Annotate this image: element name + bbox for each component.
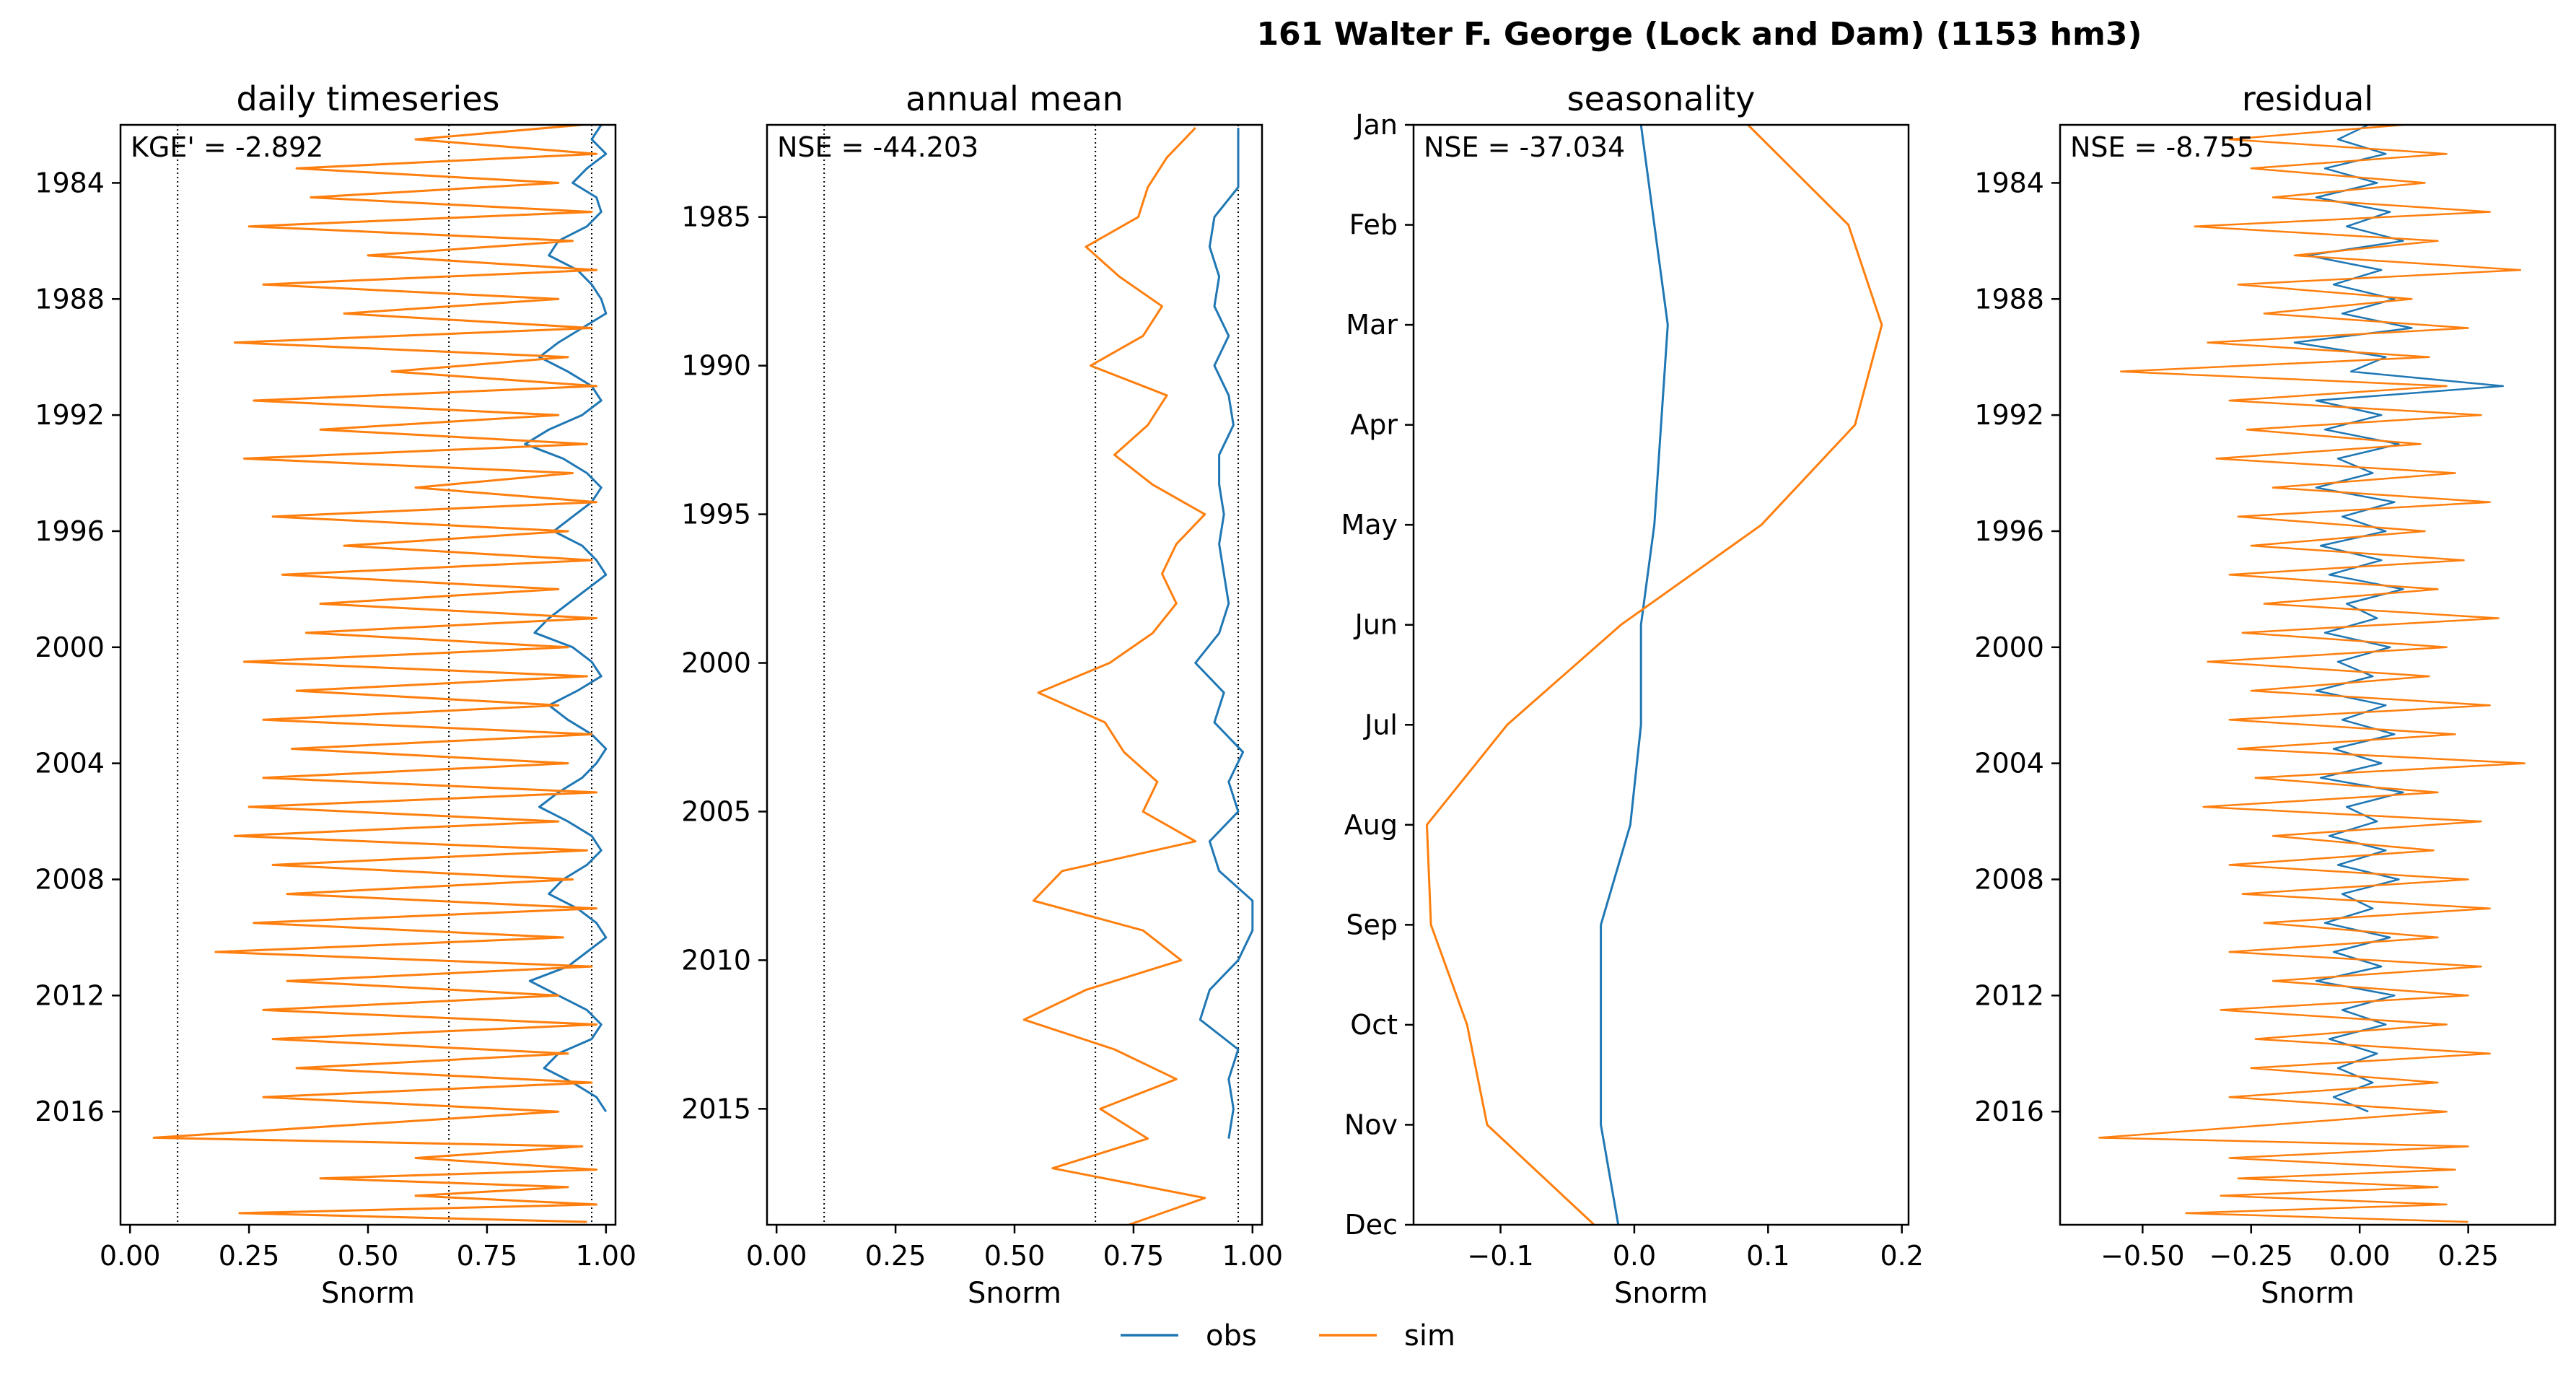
y-tick-label: 2000 (681, 647, 751, 679)
x-tick-label: 0.50 (338, 1240, 399, 1272)
x-tick-label: −0.50 (2100, 1240, 2184, 1272)
y-tick-label: Jul (1363, 709, 1398, 740)
x-axis-label: Snorm (968, 1277, 1061, 1310)
legend-label: obs (1206, 1319, 1257, 1353)
panel-title: daily timeseries (237, 79, 500, 118)
x-tick-label: 0.0 (1613, 1240, 1656, 1272)
y-tick-label: 1984 (35, 167, 105, 198)
series-line-obs (524, 125, 608, 1113)
y-tick-label: 1995 (681, 499, 751, 530)
y-tick-label: 2016 (1974, 1096, 2044, 1127)
series-line-sim (2098, 125, 2526, 1223)
y-tick-label: May (1341, 509, 1398, 541)
y-tick-label: 2012 (35, 979, 105, 1011)
series-line-obs (1194, 128, 1254, 1139)
panel-title: seasonality (1567, 79, 1756, 118)
series-line-sim (152, 125, 598, 1223)
series-line-sim (1022, 127, 1206, 1225)
y-tick-label: 1988 (1974, 283, 2044, 315)
y-tick-label: 2000 (35, 632, 105, 663)
y-tick-label: 2004 (35, 748, 105, 779)
metric-label: KGE' = -2.892 (131, 131, 323, 163)
y-tick-label: 1984 (1974, 167, 2044, 198)
y-tick-label: 2000 (1974, 632, 2044, 663)
x-tick-label: 0.1 (1746, 1240, 1789, 1272)
x-tick-label: 0.00 (2329, 1240, 2391, 1272)
y-tick-label: 1990 (681, 350, 751, 382)
x-axis-label: Snorm (321, 1277, 415, 1310)
legend: obs sim (1121, 1319, 1455, 1353)
legend-entry-obs: obs (1121, 1319, 1257, 1353)
x-tick-label: 0.00 (746, 1240, 807, 1272)
legend-label: sim (1404, 1319, 1455, 1353)
x-tick-label: 0.25 (2437, 1240, 2499, 1272)
y-tick-label: Apr (1350, 409, 1398, 441)
x-tick-label: 0.25 (219, 1240, 280, 1272)
x-tick-label: 0.50 (984, 1240, 1046, 1272)
y-tick-label: Sep (1346, 909, 1398, 940)
x-tick-label: 0.75 (1103, 1240, 1165, 1272)
axes-frame (1412, 123, 1910, 1226)
y-tick-label: Dec (1344, 1209, 1398, 1241)
y-tick-label: Jun (1354, 609, 1398, 641)
y-tick-label: 2010 (681, 944, 751, 976)
y-tick-label: Feb (1349, 209, 1398, 241)
y-tick-label: 2004 (1974, 748, 2044, 779)
metric-label: NSE = -8.755 (2070, 131, 2254, 163)
metric-label: NSE = -37.034 (1424, 131, 1625, 163)
y-tick-label: Oct (1350, 1009, 1398, 1041)
y-tick-label: 2008 (1974, 863, 2044, 895)
y-tick-label: 2008 (35, 863, 105, 895)
panel-4: −0.50 −0.25 0.00 0.25 1984 1988 1992 1996 2000 20… (1974, 79, 2557, 1310)
x-axis-label: Snorm (1614, 1277, 1708, 1310)
x-tick-label: 1.00 (1222, 1240, 1284, 1272)
y-tick-label: Nov (1344, 1109, 1398, 1140)
y-tick-label: 2005 (681, 795, 751, 827)
series-line-obs (1600, 125, 1669, 1225)
legend-entry-sim: sim (1319, 1319, 1455, 1353)
x-tick-label: 0.00 (100, 1240, 161, 1272)
panel-title: residual (2242, 79, 2373, 118)
x-tick-label: 0.25 (865, 1240, 926, 1272)
y-tick-label: 1985 (681, 201, 751, 233)
series-line-sim (1426, 125, 1883, 1225)
y-tick-label: 1996 (1974, 515, 2044, 547)
x-tick-label: −0.1 (1467, 1240, 1533, 1272)
x-tick-label: −0.25 (2209, 1240, 2293, 1272)
figure-title: 161 Walter F. George (Lock and Dam) (115… (1256, 16, 2142, 53)
y-tick-label: 2016 (35, 1096, 105, 1127)
series-line-obs (2293, 125, 2505, 1113)
x-tick-label: 0.2 (1880, 1240, 1924, 1272)
y-tick-label: 1992 (1974, 399, 2044, 431)
panel-title: annual mean (906, 79, 1123, 118)
panel-3: −0.1 0.0 0.1 0.2 Jan Feb Mar Apr May Jun Jul Aug Sep… (1341, 79, 1924, 1310)
x-axis-label: Snorm (2261, 1277, 2354, 1310)
y-tick-label: 1992 (35, 399, 105, 431)
axes-frame (2059, 123, 2557, 1226)
metric-label: NSE = -44.203 (777, 131, 978, 163)
axes-frame (766, 123, 1263, 1226)
y-tick-label: 2012 (1974, 979, 2044, 1011)
y-tick-label: Jan (1354, 109, 1398, 141)
y-tick-label: Mar (1346, 309, 1398, 341)
panels: 0.00 0.25 0.50 0.75 1.00 1984 1988 1992 1996 2000… (35, 79, 2557, 1310)
y-tick-label: 1988 (35, 283, 105, 315)
x-tick-label: 1.00 (576, 1240, 637, 1272)
panel-1: 0.00 0.25 0.50 0.75 1.00 1984 1988 1992 1996 2000… (35, 79, 636, 1310)
panel-2: 0.00 0.25 0.50 0.75 1.00 1985 1990 1995 2000 2005… (681, 79, 1283, 1310)
y-tick-label: 1996 (35, 515, 105, 547)
x-tick-label: 0.75 (457, 1240, 518, 1272)
y-tick-label: 2015 (681, 1093, 751, 1124)
y-tick-label: Aug (1344, 809, 1398, 841)
